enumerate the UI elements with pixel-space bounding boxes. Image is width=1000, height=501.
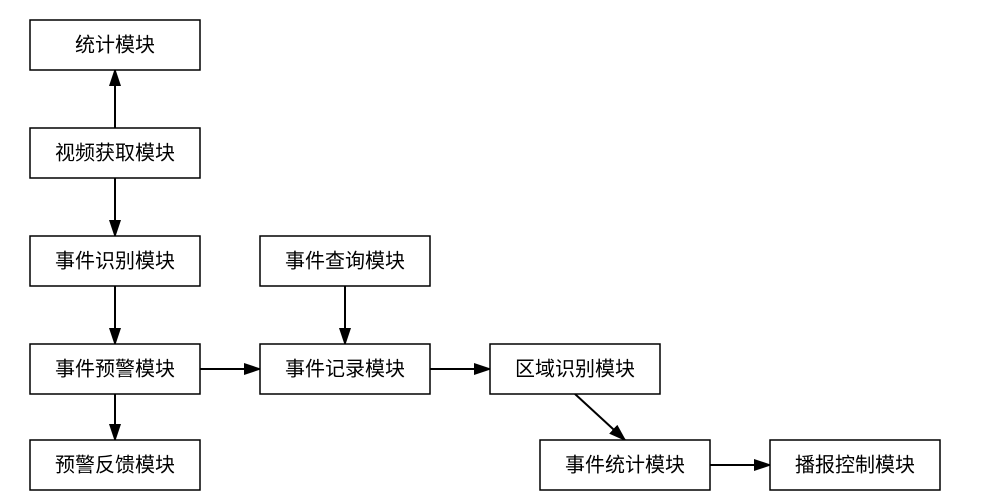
node-event_detect-label: 事件识别模块 bbox=[55, 249, 175, 272]
node-stats: 统计模块 bbox=[30, 20, 200, 70]
node-region_detect: 区域识别模块 bbox=[490, 344, 660, 394]
node-event_alert: 事件预警模块 bbox=[30, 344, 200, 394]
node-event_alert-label: 事件预警模块 bbox=[55, 357, 175, 380]
node-video: 视频获取模块 bbox=[30, 128, 200, 178]
node-broadcast: 播报控制模块 bbox=[770, 440, 940, 490]
node-event_detect: 事件识别模块 bbox=[30, 236, 200, 286]
node-region_detect-label: 区域识别模块 bbox=[515, 357, 635, 380]
node-alert_fb: 预警反馈模块 bbox=[30, 440, 200, 490]
node-event_query-label: 事件查询模块 bbox=[285, 249, 405, 272]
node-video-label: 视频获取模块 bbox=[55, 141, 175, 164]
node-event_record-label: 事件记录模块 bbox=[285, 357, 405, 380]
node-alert_fb-label: 预警反馈模块 bbox=[55, 453, 175, 476]
node-event_stats-label: 事件统计模块 bbox=[565, 453, 685, 476]
edge-region_detect-event_stats bbox=[575, 394, 625, 440]
node-event_record: 事件记录模块 bbox=[260, 344, 430, 394]
node-broadcast-label: 播报控制模块 bbox=[795, 453, 915, 476]
node-stats-label: 统计模块 bbox=[75, 33, 155, 56]
node-event_query: 事件查询模块 bbox=[260, 236, 430, 286]
flowchart-diagram: 统计模块视频获取模块事件识别模块事件预警模块预警反馈模块 事件查询模块事件记录模块… bbox=[0, 0, 1000, 501]
node-event_stats: 事件统计模块 bbox=[540, 440, 710, 490]
